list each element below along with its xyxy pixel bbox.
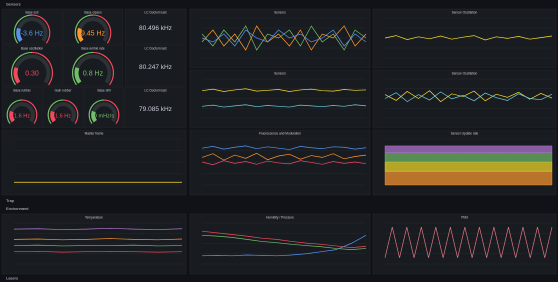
panel-title: Sensor Oscillation [452,10,478,14]
panel [124,8,187,45]
series-line [384,227,553,258]
panel-title: PMd [461,215,468,219]
panel-title: Base rubber [13,88,31,92]
gauge-fill [16,27,23,43]
panel-title: Sensors [274,10,286,14]
panel [124,86,187,129]
series-area [384,145,553,153]
series-line [201,29,367,47]
panel-title: Sensor Update rate [451,131,479,135]
gauge-threshold [11,51,33,86]
panel [42,86,84,129]
panel-title: Master frame [85,131,104,135]
gauge-threshold [74,14,94,44]
gauge-threshold [47,99,64,124]
panel [1,129,187,196]
gauge-fill [77,27,84,43]
panel [189,69,371,129]
series-line [201,88,367,92]
gauge-fill [50,110,57,123]
gauge-threshold [13,14,33,44]
series-line [384,91,553,103]
series-area [384,161,553,172]
gauge-fill [91,110,98,123]
panel-title: LC Doctorn last [145,46,167,50]
stat-value: 79.085 kHz [139,106,172,113]
panel [372,69,557,129]
panel-title: Sensor Oscillation [452,71,478,75]
series-line [201,234,367,257]
series-line [201,152,367,161]
panel-title: Temperature [85,215,103,219]
panel-title: Humidity / Pressure [266,215,294,219]
series-area [384,152,553,163]
panel [189,129,371,196]
stat-value: 80.247 kHz [139,64,172,71]
gauge-threshold [21,99,38,124]
series-line [201,104,367,108]
gauge-threshold [62,99,79,124]
gauge-fill [13,67,21,84]
series-area [384,171,553,186]
panel-title: Base drill [97,88,110,92]
panel [124,44,187,87]
gauge-value: 0.30 [25,71,39,78]
gauge-threshold [103,99,120,124]
gauge-threshold [31,14,51,44]
gauge-value: 1.6 Hz [14,113,30,119]
gauge-value: 0 mHz/s [94,113,114,119]
panel [62,44,124,87]
gauge-threshold [92,51,114,86]
series-line [13,244,183,247]
panel-title: LC Doctorn last [145,10,167,14]
panel [1,86,43,129]
series-line [13,227,183,230]
gauge-threshold [92,14,112,44]
stat-value: 80.496 kHz [139,25,172,32]
panel-title: LC Doctorn last [145,88,167,92]
gauge-threshold [6,99,23,124]
gauge-fill [9,110,16,123]
series-line [13,238,183,241]
row-title[interactable]: Environment [6,206,29,211]
gauge-threshold [88,99,105,124]
gauge-value: 0.8 Hz [83,71,104,78]
panel-title: Fluorescence and Modulation [259,131,301,135]
gauge-value: -3.6 Hz [21,31,44,38]
row-title[interactable]: Sensors [6,2,21,7]
series-line [384,90,553,103]
panel-title: Gain rubber [55,88,73,92]
gauge-threshold [31,51,53,86]
row-title[interactable]: Trap [6,198,15,203]
panel-title: Base amble rate [81,46,104,50]
series-line [13,250,183,253]
panel [1,44,63,87]
panel-title: Base lost [25,10,38,14]
panel [83,86,125,129]
panel-title: Base cleans [84,10,102,14]
series-line [201,230,367,248]
series-line [201,160,367,166]
series-line [384,35,553,41]
gauge-value: 1.6 Hz [55,113,71,119]
row-title: Lasers [6,276,18,281]
panel-title: Base oscillation [21,46,43,50]
series-line [201,145,367,150]
gauge-value: 9.45 Hz [81,31,106,38]
panel-title: Sensors [274,71,286,75]
gauge-threshold [72,51,94,86]
gauge-fill [74,67,82,84]
